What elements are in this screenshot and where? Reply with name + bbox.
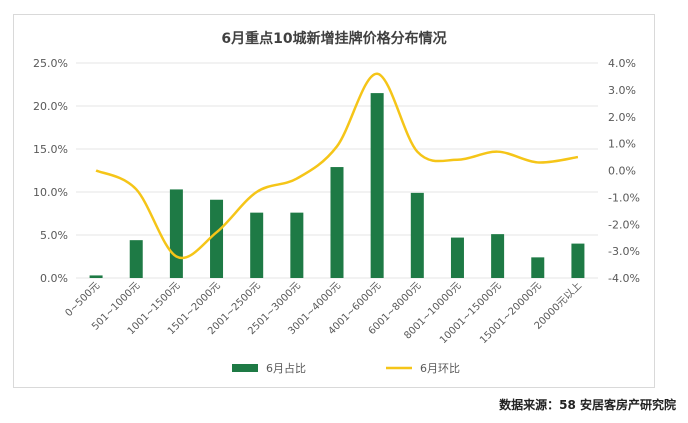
x-axis-labels: 0~500元501~1000元1001~1500元1501~2000元2001~… <box>63 280 584 346</box>
y-left-tick-label: 10.0% <box>33 186 68 199</box>
y-right-tick-label: -3.0% <box>608 245 640 258</box>
y-right-tick-label: -1.0% <box>608 191 640 204</box>
y-right-tick-label: 1.0% <box>608 138 636 151</box>
y-left-tick-label: 0.0% <box>40 272 68 285</box>
line-series <box>95 72 579 260</box>
bar <box>290 212 304 278</box>
chart-svg: 6月重点10城新增挂牌价格分布情况 0.0% 5.0% 10.0% 15.0% 20.0… <box>33 30 640 375</box>
bar <box>330 167 344 278</box>
y-right-tick-label: 3.0% <box>608 84 636 97</box>
line-path <box>95 72 579 260</box>
bar <box>169 189 183 278</box>
bar <box>129 240 143 278</box>
y-left-tick-label: 20.0% <box>33 100 68 113</box>
x-tick-label: 0~500元 <box>63 280 102 319</box>
y-left-tick-label: 5.0% <box>40 229 68 242</box>
y-right-tick-label: 2.0% <box>608 111 636 124</box>
chart-title: 6月重点10城新增挂牌价格分布情况 <box>221 30 446 47</box>
legend: 6月占比 6月环比 <box>232 361 460 375</box>
bar <box>410 192 424 278</box>
y-right-tick-label: -4.0% <box>608 272 640 285</box>
source-note: 数据来源：58 安居客房产研究院 <box>499 398 676 412</box>
y-right-tick-label: 0.0% <box>608 165 636 178</box>
legend-label-line: 6月环比 <box>420 362 460 375</box>
chart-container: 6月重点10城新增挂牌价格分布情况 0.0% 5.0% 10.0% 15.0% 20.0… <box>13 14 655 388</box>
legend-swatch-bar <box>232 364 258 372</box>
bar <box>210 199 224 278</box>
bar <box>491 234 505 278</box>
y-right-tick-label: -2.0% <box>608 218 640 231</box>
y-left-tick-label: 15.0% <box>33 143 68 156</box>
bar <box>370 93 384 278</box>
y-right-tick-label: 4.0% <box>608 57 636 70</box>
legend-label-bar: 6月占比 <box>266 361 306 375</box>
bar <box>250 212 264 278</box>
bar <box>571 243 585 278</box>
y-axis-left: 0.0% 5.0% 10.0% 15.0% 20.0% 25.0% <box>33 57 68 285</box>
bar-series <box>89 93 585 278</box>
y-left-tick-label: 25.0% <box>33 57 68 70</box>
y-axis-right: -4.0% -3.0% -2.0% -1.0% 0.0% 1.0% 2.0% 3.0% 4.0% <box>608 57 640 285</box>
bar <box>531 257 545 278</box>
bar <box>89 275 103 278</box>
bar <box>450 237 464 278</box>
